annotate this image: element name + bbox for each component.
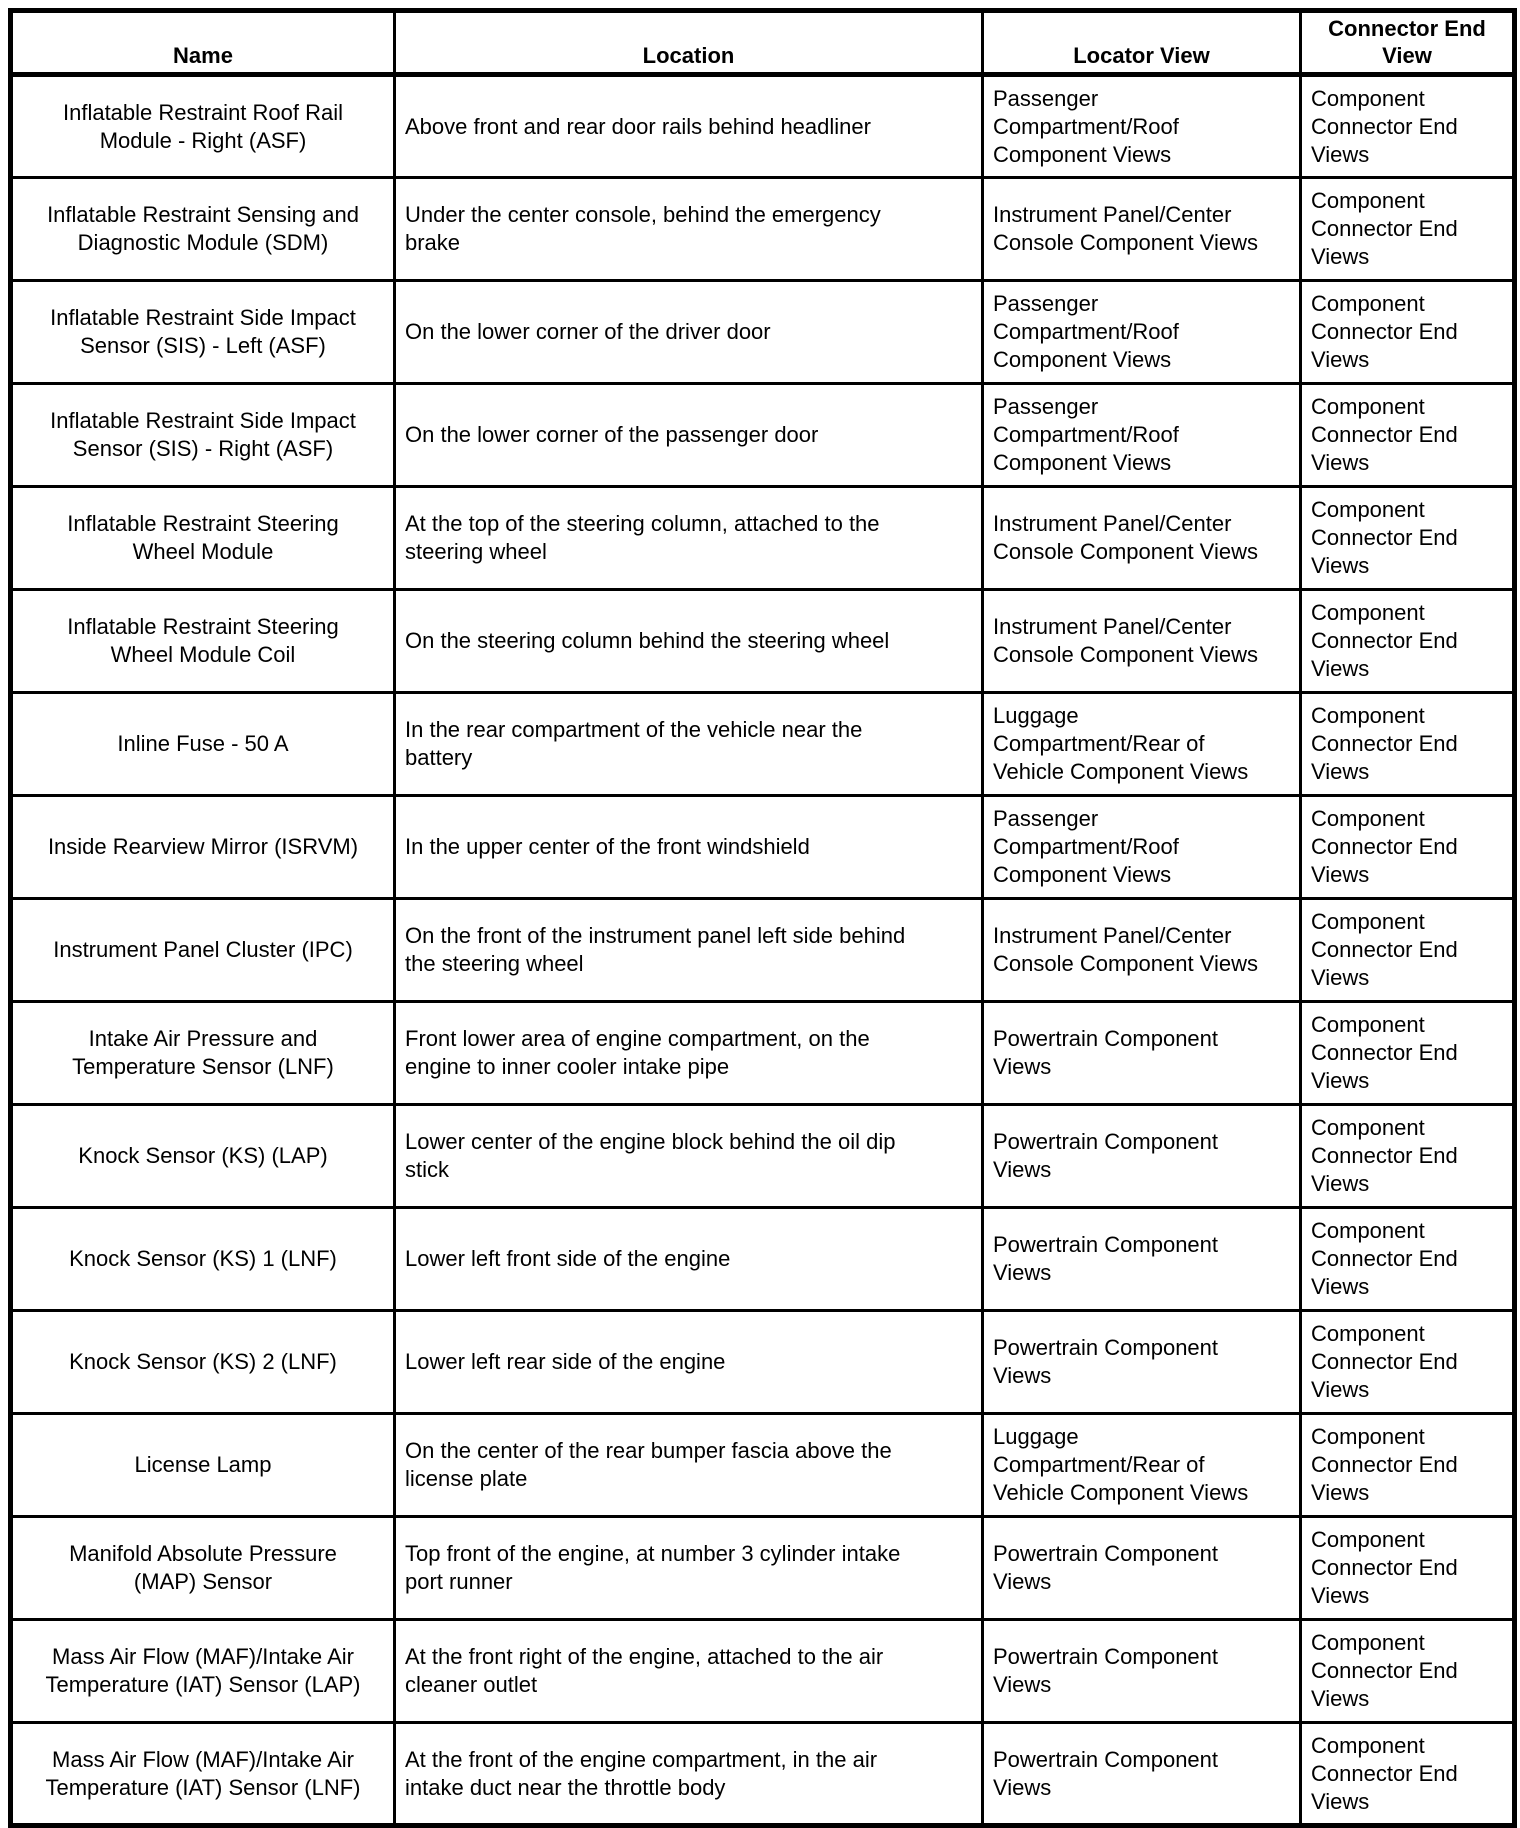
component-location-table: Name Location Locator View Connector End…: [8, 8, 1517, 1828]
cell-connector-end-view: Component Connector End Views: [1299, 1721, 1516, 1827]
cell-name: Inside Rearview Mirror (ISRVM): [9, 794, 396, 900]
cell-connector-end-view: Component Connector End Views: [1299, 1103, 1516, 1209]
cell-location: At the top of the steering column, attac…: [393, 485, 984, 591]
column-header-location: Location: [393, 9, 984, 77]
cell-locator-view: Passenger Compartment/Roof Component Vie…: [981, 794, 1302, 900]
table-row: Instrument Panel Cluster (IPC) On the fr…: [9, 897, 1516, 1003]
cell-connector-end-view: Component Connector End Views: [1299, 1206, 1516, 1312]
cell-name: Inflatable Restraint Sensing and Diagnos…: [9, 176, 396, 282]
cell-connector-end-view: Component Connector End Views: [1299, 1412, 1516, 1518]
cell-location: Lower left rear side of the engine: [393, 1309, 984, 1415]
cell-name: Inline Fuse - 50 A: [9, 691, 396, 797]
cell-connector-end-view: Component Connector End Views: [1299, 73, 1516, 179]
cell-location: On the center of the rear bumper fascia …: [393, 1412, 984, 1518]
header-row: Name Location Locator View Connector End…: [9, 9, 1516, 77]
cell-name: Manifold Absolute Pressure (MAP) Sensor: [9, 1515, 396, 1621]
cell-name: Knock Sensor (KS) 1 (LNF): [9, 1206, 396, 1312]
cell-name: Inflatable Restraint Roof Rail Module - …: [9, 73, 396, 179]
table-row: Inflatable Restraint Steering Wheel Modu…: [9, 485, 1516, 591]
cell-connector-end-view: Component Connector End Views: [1299, 1309, 1516, 1415]
column-header-locator-view: Locator View: [981, 9, 1302, 77]
table-row: Inflatable Restraint Steering Wheel Modu…: [9, 588, 1516, 694]
cell-locator-view: Luggage Compartment/Rear of Vehicle Comp…: [981, 1412, 1302, 1518]
cell-connector-end-view: Component Connector End Views: [1299, 691, 1516, 797]
cell-location: Lower center of the engine block behind …: [393, 1103, 984, 1209]
cell-locator-view: Instrument Panel/Center Console Componen…: [981, 897, 1302, 1003]
cell-connector-end-view: Component Connector End Views: [1299, 1618, 1516, 1724]
cell-location: In the rear compartment of the vehicle n…: [393, 691, 984, 797]
cell-locator-view: Passenger Compartment/Roof Component Vie…: [981, 279, 1302, 385]
table-row: Mass Air Flow (MAF)/Intake Air Temperatu…: [9, 1721, 1516, 1827]
cell-name: Knock Sensor (KS) (LAP): [9, 1103, 396, 1209]
cell-locator-view: Instrument Panel/Center Console Componen…: [981, 588, 1302, 694]
table-row: Inflatable Restraint Side Impact Sensor …: [9, 279, 1516, 385]
cell-name: Inflatable Restraint Steering Wheel Modu…: [9, 485, 396, 591]
column-header-name: Name: [9, 9, 396, 77]
table-row: Knock Sensor (KS) 1 (LNF) Lower left fro…: [9, 1206, 1516, 1312]
table-row: Knock Sensor (KS) (LAP) Lower center of …: [9, 1103, 1516, 1209]
cell-connector-end-view: Component Connector End Views: [1299, 588, 1516, 694]
cell-locator-view: Powertrain Component Views: [981, 1206, 1302, 1312]
cell-location: Front lower area of engine compartment, …: [393, 1000, 984, 1106]
table-row: Inline Fuse - 50 A In the rear compartme…: [9, 691, 1516, 797]
cell-connector-end-view: Component Connector End Views: [1299, 279, 1516, 385]
cell-connector-end-view: Component Connector End Views: [1299, 1000, 1516, 1106]
cell-locator-view: Powertrain Component Views: [981, 1721, 1302, 1827]
cell-connector-end-view: Component Connector End Views: [1299, 897, 1516, 1003]
cell-location: On the front of the instrument panel lef…: [393, 897, 984, 1003]
cell-location: Under the center console, behind the eme…: [393, 176, 984, 282]
cell-locator-view: Luggage Compartment/Rear of Vehicle Comp…: [981, 691, 1302, 797]
cell-name: Intake Air Pressure and Temperature Sens…: [9, 1000, 396, 1106]
cell-name: Inflatable Restraint Side Impact Sensor …: [9, 382, 396, 488]
cell-location: On the lower corner of the driver door: [393, 279, 984, 385]
table-row: License Lamp On the center of the rear b…: [9, 1412, 1516, 1518]
table-row: Inflatable Restraint Side Impact Sensor …: [9, 382, 1516, 488]
table-row: Mass Air Flow (MAF)/Intake Air Temperatu…: [9, 1618, 1516, 1724]
cell-locator-view: Passenger Compartment/Roof Component Vie…: [981, 382, 1302, 488]
cell-connector-end-view: Component Connector End Views: [1299, 794, 1516, 900]
cell-location: Above front and rear door rails behind h…: [393, 73, 984, 179]
cell-location: At the front right of the engine, attach…: [393, 1618, 984, 1724]
table-row: Knock Sensor (KS) 2 (LNF) Lower left rea…: [9, 1309, 1516, 1415]
cell-locator-view: Powertrain Component Views: [981, 1618, 1302, 1724]
cell-locator-view: Instrument Panel/Center Console Componen…: [981, 176, 1302, 282]
cell-connector-end-view: Component Connector End Views: [1299, 382, 1516, 488]
cell-location: At the front of the engine compartment, …: [393, 1721, 984, 1827]
cell-name: Knock Sensor (KS) 2 (LNF): [9, 1309, 396, 1415]
cell-connector-end-view: Component Connector End Views: [1299, 1515, 1516, 1621]
table-row: Manifold Absolute Pressure (MAP) Sensor …: [9, 1515, 1516, 1621]
cell-name: Inflatable Restraint Side Impact Sensor …: [9, 279, 396, 385]
cell-name: Mass Air Flow (MAF)/Intake Air Temperatu…: [9, 1618, 396, 1724]
cell-locator-view: Powertrain Component Views: [981, 1515, 1302, 1621]
cell-locator-view: Powertrain Component Views: [981, 1309, 1302, 1415]
cell-locator-view: Powertrain Component Views: [981, 1103, 1302, 1209]
cell-locator-view: Powertrain Component Views: [981, 1000, 1302, 1106]
cell-connector-end-view: Component Connector End Views: [1299, 176, 1516, 282]
cell-location: On the lower corner of the passenger doo…: [393, 382, 984, 488]
cell-name: License Lamp: [9, 1412, 396, 1518]
cell-locator-view: Passenger Compartment/Roof Component Vie…: [981, 73, 1302, 179]
column-header-connector-end-view: Connector End View: [1299, 9, 1516, 77]
cell-location: On the steering column behind the steeri…: [393, 588, 984, 694]
table-row: Intake Air Pressure and Temperature Sens…: [9, 1000, 1516, 1106]
cell-location: In the upper center of the front windshi…: [393, 794, 984, 900]
cell-connector-end-view: Component Connector End Views: [1299, 485, 1516, 591]
cell-location: Top front of the engine, at number 3 cyl…: [393, 1515, 984, 1621]
table-row: Inside Rearview Mirror (ISRVM) In the up…: [9, 794, 1516, 900]
cell-location: Lower left front side of the engine: [393, 1206, 984, 1312]
cell-locator-view: Instrument Panel/Center Console Componen…: [981, 485, 1302, 591]
cell-name: Instrument Panel Cluster (IPC): [9, 897, 396, 1003]
table-row: Inflatable Restraint Roof Rail Module - …: [9, 73, 1516, 179]
table-row: Inflatable Restraint Sensing and Diagnos…: [9, 176, 1516, 282]
cell-name: Mass Air Flow (MAF)/Intake Air Temperatu…: [9, 1721, 396, 1827]
cell-name: Inflatable Restraint Steering Wheel Modu…: [9, 588, 396, 694]
